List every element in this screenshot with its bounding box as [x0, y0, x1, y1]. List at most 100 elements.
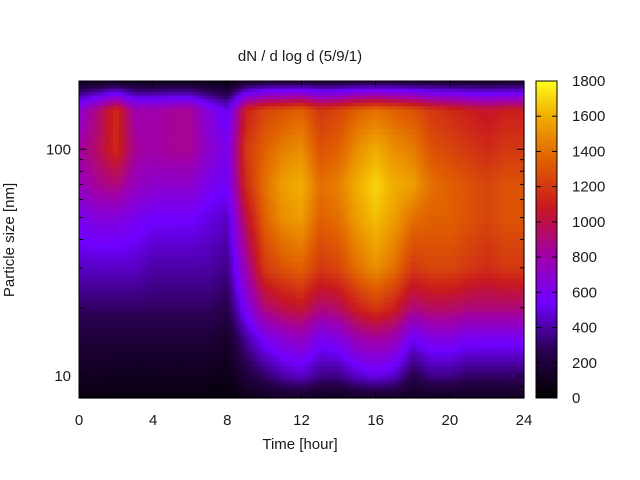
heatmap-cell: [109, 139, 114, 145]
heatmap-cell: [190, 392, 194, 396]
heatmap-cell: [94, 166, 99, 172]
heatmap-cell: [267, 175, 272, 181]
heatmap-cell: [168, 297, 173, 304]
heatmap-cell: [214, 346, 219, 352]
heatmap-cell: [267, 124, 272, 130]
heatmap-cell: [208, 205, 213, 210]
heatmap-cell: [218, 381, 222, 385]
heatmap-cell: [156, 180, 160, 185]
heatmap-cell: [162, 209, 167, 214]
heatmap-cell: [85, 272, 89, 279]
heatmap-cell: [221, 105, 225, 110]
heatmap-cell: [187, 381, 191, 385]
heatmap-cell: [106, 88, 111, 93]
heatmap-cell: [125, 332, 130, 337]
heatmap-cell: [190, 321, 194, 327]
heatmap-cell: [88, 196, 92, 202]
heatmap-cell: [97, 395, 102, 399]
heatmap-cell: [103, 84, 108, 89]
heatmap-cell: [153, 248, 157, 256]
heatmap-cell: [88, 356, 92, 362]
heatmap-cell: [146, 200, 151, 206]
heatmap-cell: [211, 387, 216, 391]
heatmap-cell: [252, 297, 256, 304]
heatmap-cell: [211, 321, 216, 327]
heatmap-cell: [236, 297, 241, 304]
heatmap-cell: [156, 84, 160, 89]
heatmap-cell: [125, 217, 130, 225]
heatmap-cell: [279, 356, 284, 362]
heatmap-cell: [131, 209, 136, 214]
heatmap-cell: [88, 272, 92, 279]
heatmap-cell: [187, 149, 191, 155]
heatmap-cell: [162, 267, 167, 274]
heatmap-cell: [122, 180, 126, 185]
heatmap-cell: [131, 272, 136, 279]
heatmap-cell: [193, 144, 198, 150]
heatmap-cell: [202, 392, 207, 396]
heatmap-cell: [190, 109, 194, 115]
heatmap-cell: [146, 102, 151, 107]
heatmap-cell: [298, 376, 303, 380]
heatmap-cell: [134, 381, 139, 385]
heatmap-cell: [270, 223, 275, 231]
heatmap-cell: [221, 102, 225, 107]
heatmap-cell: [242, 272, 247, 279]
heatmap-cell: [184, 361, 188, 367]
heatmap-cell: [276, 366, 281, 372]
heatmap-cell: [109, 384, 114, 388]
heatmap-cell: [279, 361, 284, 367]
heatmap-cell: [106, 387, 111, 391]
heatmap-cell: [224, 180, 228, 185]
heatmap-cell: [193, 255, 198, 263]
heatmap-cell: [208, 213, 213, 219]
heatmap-cell: [230, 307, 235, 312]
heatmap-cell: [103, 346, 108, 352]
heatmap-cell: [202, 255, 207, 263]
heatmap-cell: [116, 351, 120, 357]
heatmap-cell: [112, 200, 117, 206]
heatmap-cell: [162, 217, 167, 225]
heatmap-cell: [119, 267, 123, 274]
heatmap-cell: [258, 272, 262, 279]
heatmap-cell: [94, 180, 99, 185]
heatmap-cell: [143, 248, 148, 256]
heatmap-cell: [242, 261, 247, 269]
heatmap-cell: [143, 171, 148, 177]
heatmap-cell: [119, 314, 123, 319]
heatmap-cell: [112, 387, 117, 391]
heatmap-cell: [267, 329, 272, 334]
heatmap-cell: [233, 98, 238, 103]
heatmap-cell: [153, 213, 157, 219]
heatmap-cell: [289, 341, 293, 347]
heatmap-cell: [208, 102, 213, 107]
heatmap-cell: [103, 378, 108, 383]
heatmap-cell: [122, 381, 126, 385]
heatmap-cell: [112, 311, 117, 316]
heatmap-cell: [292, 356, 296, 362]
heatmap-cell: [79, 297, 83, 304]
heatmap-cell: [134, 105, 139, 110]
heatmap-cell: [286, 287, 290, 294]
heatmap-cell: [137, 267, 142, 274]
heatmap-cell: [252, 395, 256, 399]
heatmap-cell: [85, 302, 89, 309]
heatmap-cell: [211, 105, 216, 110]
heatmap-cell: [261, 109, 266, 115]
heatmap-cell: [171, 200, 176, 206]
heatmap-cell: [125, 297, 130, 304]
heatmap-cell: [150, 84, 154, 89]
heatmap-cell: [168, 387, 173, 391]
heatmap-cell: [264, 153, 269, 159]
heatmap-cell: [289, 381, 293, 385]
heatmap-cell: [208, 88, 213, 93]
heatmap-cell: [208, 171, 213, 177]
heatmap-cell: [279, 81, 284, 86]
heatmap-cell: [100, 376, 105, 380]
heatmap-cell: [230, 84, 235, 89]
heatmap-cell: [100, 389, 105, 394]
heatmap-cell: [165, 336, 170, 342]
heatmap-cell: [100, 109, 105, 115]
heatmap-cell: [134, 321, 139, 327]
heatmap-cell: [211, 361, 216, 367]
